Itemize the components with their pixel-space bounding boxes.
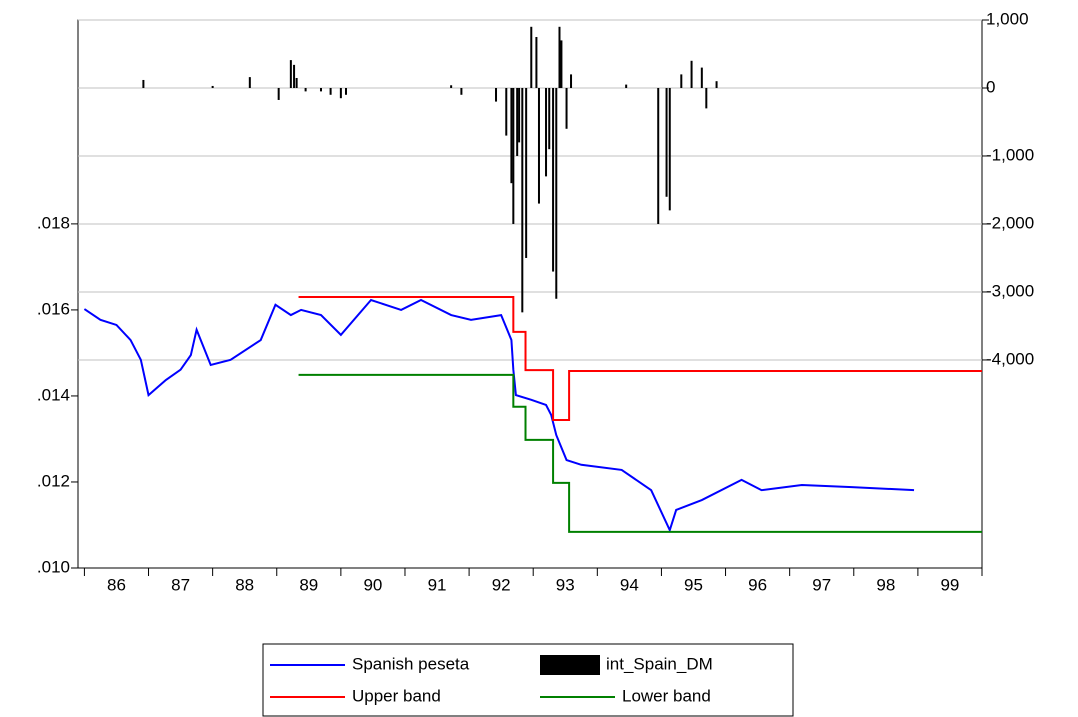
y-tick-label: .018 [37,213,70,232]
bar [668,87,671,211]
legend-swatch [540,655,600,675]
bar [460,87,463,95]
y2-tick-label: 1,000 [986,9,1029,28]
bar [525,87,528,258]
legend-label: Lower band [622,686,711,705]
bar [555,87,558,299]
x-tick-label: 97 [812,575,831,594]
y-tick-label: .016 [37,299,70,318]
bar [516,87,519,156]
bar [545,87,548,177]
legend-label: Spanish peseta [352,654,470,673]
bar [295,77,298,88]
bar [565,87,568,129]
bar [680,74,683,88]
bar [715,81,718,88]
legend-box [262,643,794,717]
x-tick-label: 92 [492,575,511,594]
x-tick-label: 94 [620,575,639,594]
bar [700,67,703,88]
line [298,373,982,533]
x-tick-label: 93 [556,575,575,594]
plot-frame [77,19,983,569]
x-tick-label: 86 [107,575,126,594]
bar [625,84,628,88]
bar [344,87,347,95]
bar [535,36,538,88]
bar [304,87,307,92]
bar [512,87,515,224]
x-tick-label: 91 [428,575,447,594]
y2-tick-label: 0 [986,77,995,96]
bar [277,87,280,100]
bar [289,60,292,88]
x-tick-label: 98 [876,575,895,594]
x-tick-label: 87 [171,575,190,594]
x-tick-label: 90 [363,575,382,594]
y2-tick-label: -3,000 [986,281,1034,300]
x-tick-label: 96 [748,575,767,594]
bar [142,79,145,88]
x-tick-label: 95 [684,575,703,594]
bar [530,26,533,88]
bar [560,40,563,88]
bar [339,87,342,99]
bar [495,87,498,102]
x-tick-label: 88 [235,575,254,594]
bar [450,85,453,88]
y-tick-label: .010 [37,557,70,576]
x-tick-label: 89 [299,575,318,594]
legend-label: Upper band [352,686,441,705]
bar [505,87,508,136]
legend-label: int_Spain_DM [606,654,713,673]
y2-tick-label: -1,000 [986,145,1034,164]
y-tick-label: .012 [37,471,70,490]
bar [548,87,551,150]
bar [248,77,251,88]
bar [211,85,214,88]
bar [657,87,660,224]
bar [510,87,513,184]
bar [665,87,668,197]
line [298,296,982,422]
y2-tick-label: -4,000 [986,349,1034,368]
x-tick-label: 99 [940,575,959,594]
bar [570,74,573,88]
bar [558,26,561,88]
bar [521,87,524,313]
bar [329,87,332,95]
bar [552,87,555,272]
bar [319,87,322,92]
line [83,298,915,533]
bar [690,60,693,88]
bar [518,87,521,143]
y2-tick-label: -2,000 [986,213,1034,232]
y-tick-label: .014 [37,385,70,404]
bar [537,87,540,204]
bar [293,64,296,88]
bar [705,87,708,109]
